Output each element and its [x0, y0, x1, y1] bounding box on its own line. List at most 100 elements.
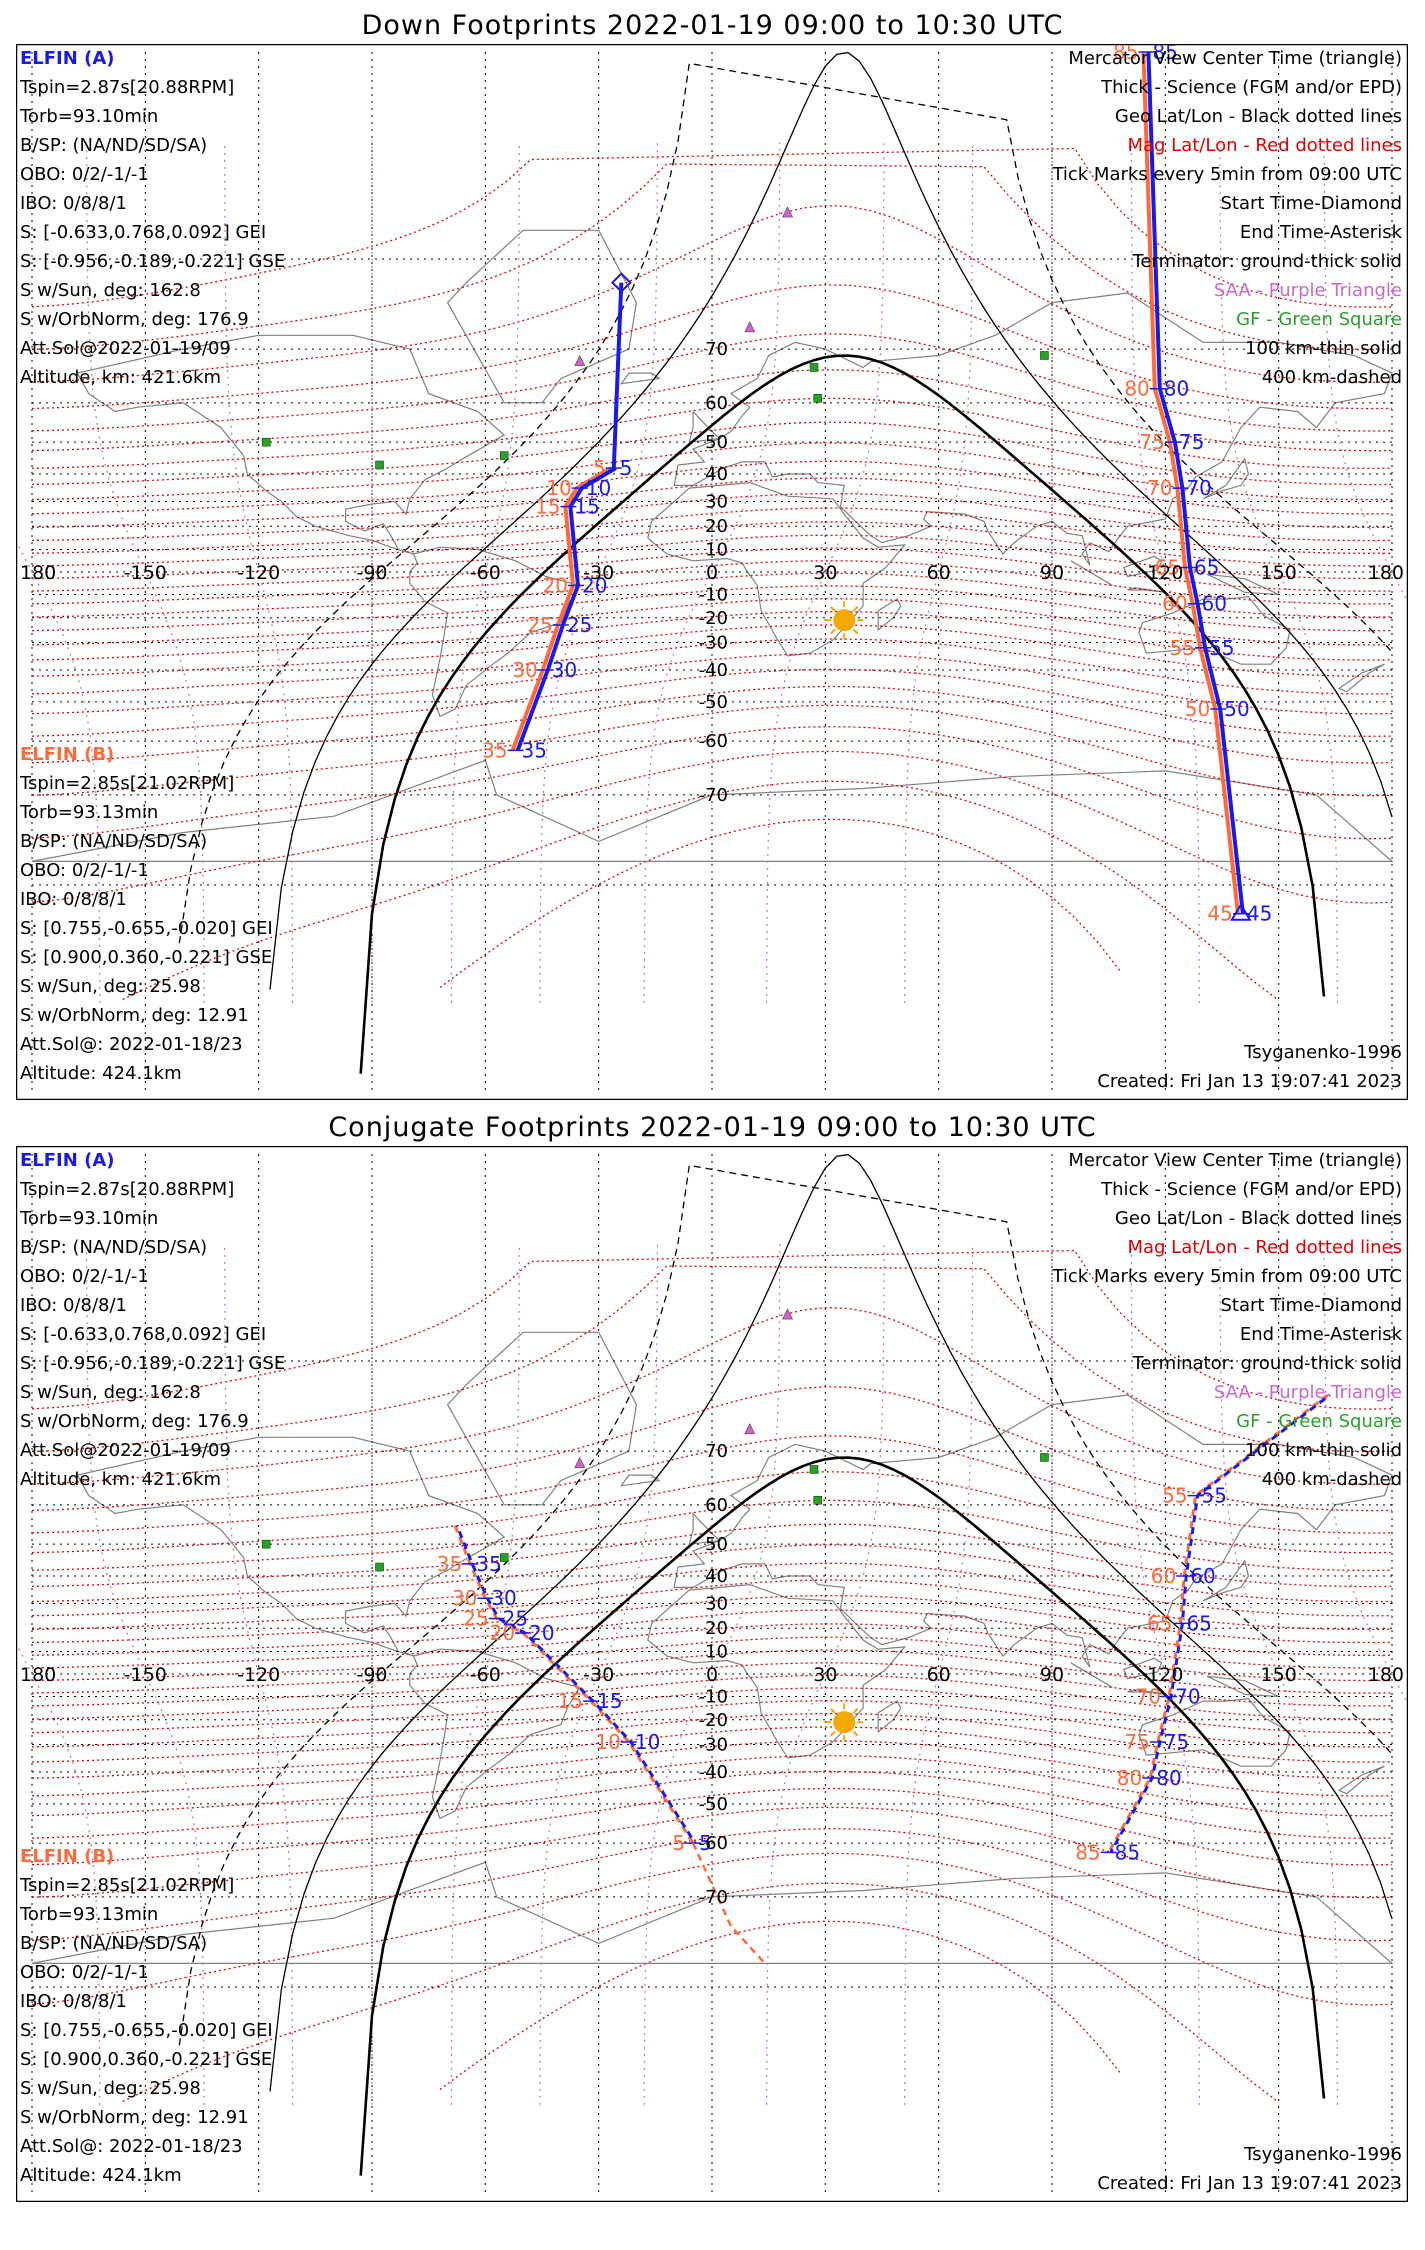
track_b-tick-label-a: 55 [1202, 1484, 1227, 1508]
gf-square-icon [375, 460, 384, 470]
satellite-param-sat_a: Altitude, km: 421.6km [20, 367, 222, 388]
satellite-param-sat_a: Altitude, km: 421.6km [20, 1469, 222, 1490]
sun-ray [830, 1708, 836, 1714]
satellite-param-sat_a: S w/Sun, deg: 162.8 [20, 1382, 201, 1403]
mag-latitude-line [31, 1806, 1393, 1899]
legend-entry: Start Time-Diamond [1220, 1295, 1402, 1316]
track_b-tick-label-a: 85 [1115, 1840, 1140, 1864]
track_b-tick-label-a: 65 [1186, 1611, 1211, 1635]
track_a-tick-label-b: 35 [437, 1552, 462, 1576]
track_b-tick-label-a: 55 [1209, 636, 1234, 660]
mag-latitude-line [31, 638, 1393, 695]
satellite-param-sat_b: Altitude: 424.1km [20, 2165, 182, 2186]
sun-ray [830, 606, 836, 612]
coastline-15 [619, 1474, 661, 1487]
track_b-tick-label-b: 45 [1207, 902, 1232, 926]
satellite-param-sat_a: Torb=93.10min [20, 106, 159, 127]
sun-icon [833, 609, 856, 632]
track_a-tick-label-b: 20 [490, 1621, 515, 1645]
coastline-12 [1123, 1657, 1163, 1680]
track_a-tick-label-a: 5 [699, 1831, 712, 1855]
mag-latitude-line [31, 1435, 1393, 1534]
satellite-param-sat_a: S: [-0.633,0.768,0.092] GEI [20, 222, 267, 243]
track_a-tick-label-a: 35 [476, 1552, 501, 1576]
lon-tick-label: 180 [20, 1664, 56, 1686]
mag-latitude-line [31, 1306, 1393, 1485]
mag-longitude-line [450, 141, 520, 1003]
mag-longitude-line [1219, 1243, 1338, 2105]
satellite-param-sat_b: S: [0.900,0.360,-0.221] GSE [20, 2049, 273, 2070]
mag-latitude-line [31, 1700, 1393, 1748]
satellite-param-sat_b: Att.Sol@: 2022-01-18/23 [20, 1034, 243, 1055]
mag-longitude-line [1323, 141, 1407, 603]
track_a-tick-label-a: 10 [586, 476, 611, 500]
mag-latitude-line [31, 610, 1393, 661]
lat-tick-label: 60 [705, 393, 728, 414]
coastline-2 [647, 1583, 907, 1759]
track_b-tick-label-a: 50 [1224, 697, 1249, 721]
legend-entry: Thick - Science (FGM and/or EPD) [1101, 1179, 1402, 1200]
coastline-2 [647, 481, 907, 657]
lat-tick-label: -30 [699, 1735, 728, 1756]
coastline-8 [1202, 457, 1250, 500]
satellite-param-sat_b: S: [0.755,-0.655,-0.020] GEI [20, 2020, 273, 2041]
satellite-param-sat_b: Torb=93.13min [20, 802, 159, 823]
satellite-param-sat_b: Tspin=2.85s[21.02RPM] [20, 773, 235, 794]
coastline-10 [1070, 560, 1113, 587]
satellite-param-sat_a: S w/OrbNorm, deg: 176.9 [20, 1411, 249, 1432]
track_a-tick-label-a: 30 [552, 658, 577, 682]
mag-latitude-line [31, 1386, 1393, 1512]
coastline-7 [688, 409, 721, 443]
mag-latitude-line [31, 1249, 1393, 1410]
mag-latitude-line [31, 1579, 1393, 1631]
lat-tick-label: 30 [705, 491, 728, 512]
coastline-15 [619, 372, 661, 385]
track_a-tail [691, 1842, 766, 1965]
lon-tick-label: 90 [1040, 562, 1064, 584]
lon-tick-label: 120 [1147, 1664, 1183, 1686]
track_a-tick-label-b: 35 [482, 738, 507, 762]
track_b-tick-label-b: 55 [1170, 636, 1195, 660]
lon-tick-label: 30 [813, 562, 837, 584]
lon-tick-label: -90 [356, 1664, 387, 1686]
lat-tick-label: -40 [699, 1762, 728, 1783]
mag-latitude-line [439, 818, 1121, 989]
lat-tick-label: -50 [699, 692, 728, 713]
mag-longitude-line [86, 141, 205, 1003]
lon-tick-label: 180 [1368, 562, 1404, 584]
legend-entry: SAA - Purple Triangle [1213, 1382, 1402, 1403]
legend-entry: End Time-Asterisk [1239, 1324, 1402, 1345]
mag-latitude-line [31, 1544, 1393, 1603]
lon-tick-label: 60 [927, 1664, 951, 1686]
mag-latitude-line [31, 204, 1393, 383]
terminator-ground [359, 354, 1326, 1074]
lon-tick-label: 30 [813, 1664, 837, 1686]
gf-square-icon [813, 1495, 823, 1505]
track_a-tick-label-b: 10 [595, 1730, 620, 1754]
lat-tick-label: -70 [699, 785, 728, 806]
track_a-tick-label-b: 5 [672, 1831, 685, 1855]
mag-longitude-line [17, 541, 101, 1003]
field-model-label: Tsyganenko-1996 [1244, 1042, 1402, 1063]
lon-tick-label: -30 [583, 1664, 614, 1686]
lon-tick-label: -120 [237, 562, 280, 584]
legend-entry: GF - Green Square [1236, 309, 1402, 330]
mag-latitude-line [31, 1523, 1393, 1588]
track_a-tick-label-b: 5 [593, 456, 606, 480]
mag-longitude-line [224, 141, 294, 1003]
mag-longitude-line [643, 141, 781, 1003]
coastline-5 [446, 229, 638, 404]
track_a-tick-label-b: 10 [546, 476, 571, 500]
mag-latitude-line [31, 624, 1393, 677]
mag-latitude-line [31, 442, 1393, 501]
lat-tick-label: 10 [705, 539, 728, 560]
lat-tick-label: -70 [699, 1887, 728, 1908]
sun-ray [852, 1730, 859, 1737]
mag-longitude-line [86, 1243, 205, 2105]
legend-entry: 100 km-thin solid [1245, 1440, 1402, 1461]
gf-square-icon [375, 1562, 384, 1572]
mag-latitude-line [31, 750, 1393, 904]
coastline-5 [446, 1331, 638, 1506]
mag-latitude-line [31, 572, 1393, 618]
